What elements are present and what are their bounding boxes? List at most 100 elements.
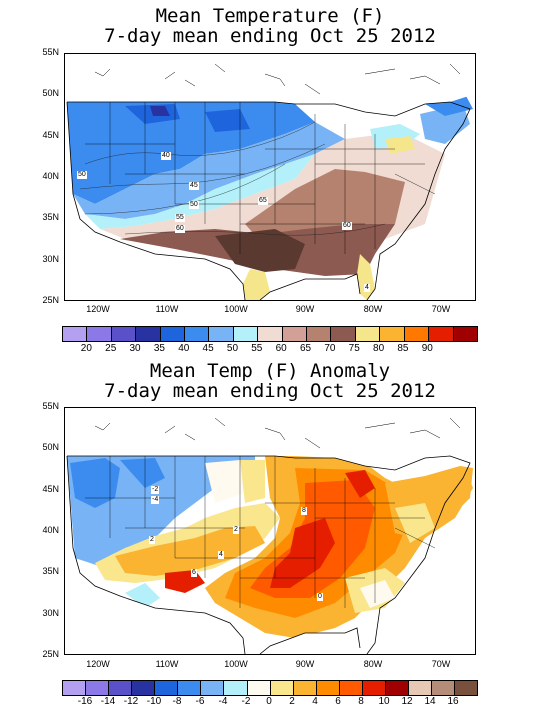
legend-swatch <box>293 681 317 695</box>
contour-label: 45 <box>189 182 199 190</box>
panel-title-line1: Mean Temperature (F) <box>155 5 385 27</box>
legend-swatch <box>362 681 386 695</box>
contour-label: 50 <box>189 201 199 209</box>
lon-label: 100W <box>224 304 248 314</box>
contour-label: 8 <box>301 507 307 515</box>
contour-label: 60 <box>175 225 185 233</box>
lat-label: 55N <box>42 401 59 411</box>
legend-swatch <box>404 327 430 341</box>
legend-label: -6 <box>195 696 205 707</box>
legend-swatch <box>339 681 363 695</box>
legend-label: -4 <box>218 696 228 707</box>
legend-label: 65 <box>299 343 312 354</box>
lat-label: 50N <box>42 88 59 98</box>
legend-label: 12 <box>401 696 413 707</box>
contour-label: 0 <box>317 593 323 601</box>
temperature-map: 40 45 50 55 60 65 50 60 4 <box>64 53 476 301</box>
legend-swatch <box>155 681 179 695</box>
legend-label: 10 <box>378 696 390 707</box>
lat-label: 35N <box>42 212 59 222</box>
lon-label: 100W <box>224 659 248 669</box>
legend-swatch <box>282 327 308 341</box>
panel-title-line1: Mean Temp (F) Anomaly <box>149 360 391 382</box>
legend-swatch <box>432 681 456 695</box>
panel-title-line2: 7-day mean ending Oct 25 2012 <box>104 25 436 47</box>
legend-label: 25 <box>105 343 117 354</box>
lat-label: 35N <box>42 566 59 576</box>
legend-swatch <box>233 327 259 341</box>
lat-label: 50N <box>42 442 59 452</box>
legend-label: 60 <box>275 343 287 354</box>
legend-labels: -16 -14 -12 -10 -8 -6 -4 -2 0 2 4 6 8 10 12 14 16 <box>62 696 476 708</box>
lon-label: 90W <box>295 304 315 314</box>
legend-label: 16 <box>447 696 459 707</box>
legend-swatch <box>111 327 137 341</box>
lat-label: 30N <box>42 254 59 264</box>
lon-label: 70W <box>431 304 451 314</box>
contour-label: 40 <box>161 152 171 160</box>
legend-swatch <box>270 681 294 695</box>
legend-label: 40 <box>178 343 190 354</box>
legend-swatch <box>87 327 112 341</box>
contour-label: 65 <box>258 197 268 205</box>
legend-swatch <box>224 681 248 695</box>
legend-swatch <box>109 681 133 695</box>
legend-label: 4 <box>312 696 318 707</box>
legend-swatch <box>429 327 454 341</box>
lat-label: 40N <box>42 171 59 181</box>
legend-swatch <box>385 681 409 695</box>
legend-swatch <box>307 327 332 341</box>
legend-label: 55 <box>251 343 263 354</box>
color-legend <box>62 680 478 696</box>
legend-label: -2 <box>241 696 251 707</box>
legend-swatch <box>408 681 432 695</box>
lon-label: 80W <box>363 659 383 669</box>
legend-swatch <box>455 681 478 695</box>
legend-swatch <box>132 681 156 695</box>
legend-label: 20 <box>80 343 92 354</box>
lat-label: 25N <box>42 649 59 659</box>
legend-label: 75 <box>348 343 360 354</box>
legend-swatch <box>453 327 477 341</box>
legend-label: -14 <box>100 696 116 707</box>
legend-label: 8 <box>358 696 364 707</box>
legend-label: -8 <box>172 696 182 707</box>
lon-label: 120W <box>86 304 110 314</box>
lon-label: 70W <box>431 659 451 669</box>
legend-label: 85 <box>397 343 409 354</box>
lat-label: 45N <box>42 130 59 140</box>
legend-swatch <box>63 327 88 341</box>
legend-swatch <box>185 327 210 341</box>
legend-swatch <box>258 327 283 341</box>
lat-label: 40N <box>42 525 59 535</box>
legend-swatch <box>316 681 340 695</box>
contour-label: 4 <box>364 284 370 292</box>
lat-label: 25N <box>42 295 59 305</box>
legend-label: 80 <box>373 343 385 354</box>
lat-label: 55N <box>42 47 59 57</box>
contour-label: 2 <box>149 536 155 544</box>
anomaly-map: -2 2 2 4 6 8 0 -4 <box>64 407 476 655</box>
contour-label: 4 <box>218 551 224 559</box>
legend-swatch <box>355 327 381 341</box>
legend-label: 6 <box>335 696 341 707</box>
legend-label: -10 <box>146 696 162 707</box>
legend-labels: 20 25 30 35 40 45 50 55 60 65 70 75 80 85 90 <box>62 343 476 355</box>
legend-swatch <box>380 327 405 341</box>
legend-swatch <box>63 681 87 695</box>
lon-label: 110W <box>155 304 179 314</box>
legend-label: 2 <box>289 696 295 707</box>
legend-swatch <box>86 681 110 695</box>
legend-swatch <box>201 681 225 695</box>
panel-title-line2: 7-day mean ending Oct 25 2012 <box>104 380 436 402</box>
lon-label: 80W <box>363 304 383 314</box>
color-legend <box>62 326 478 342</box>
contour-label: 6 <box>191 569 197 577</box>
legend-swatch <box>247 681 271 695</box>
legend-label: 90 <box>421 343 433 354</box>
legend-label: 30 <box>129 343 141 354</box>
legend-swatch <box>136 327 161 341</box>
legend-label: 70 <box>324 343 336 354</box>
legend-label: -12 <box>123 696 139 707</box>
legend-swatch <box>209 327 234 341</box>
